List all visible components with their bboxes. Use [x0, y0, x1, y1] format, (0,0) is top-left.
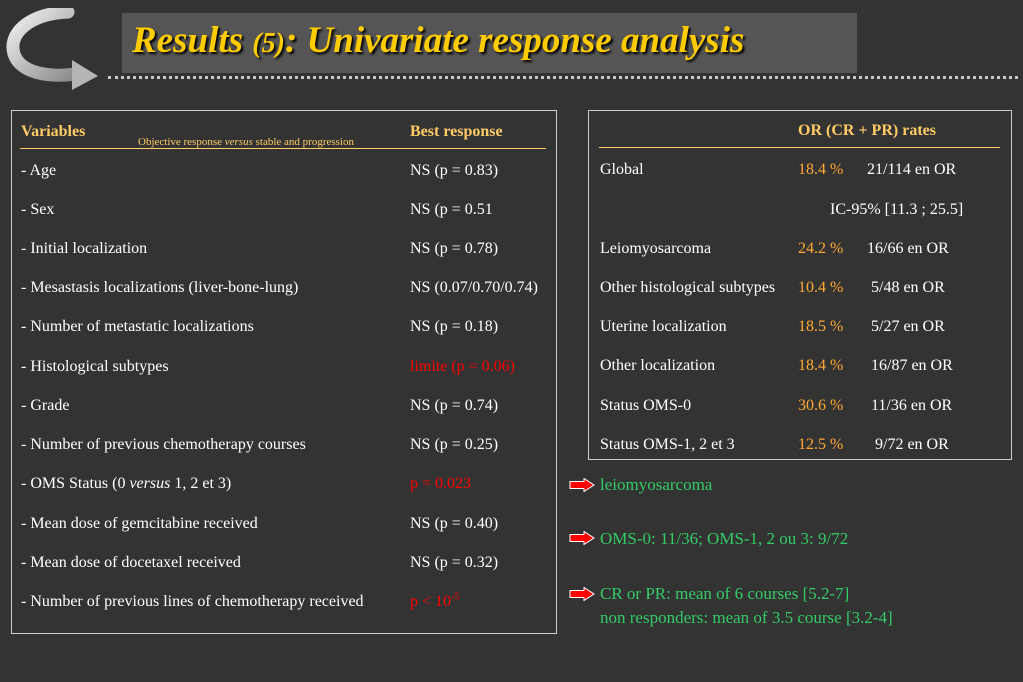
red-right-arrow-icon [569, 478, 595, 492]
red-right-arrow-icon [569, 531, 595, 545]
or-rate: 12.5 % [798, 436, 844, 453]
or-rate: 30.6 % [798, 397, 844, 414]
subgroup-label: Status OMS-0 [600, 397, 692, 414]
variable-label-pre: - OMS Status (0 [21, 475, 130, 492]
subgroup-label: Other localization [600, 357, 716, 374]
col-header-variables: Variables [21, 123, 86, 140]
variable-label: - Number of metastatic localizations [21, 318, 254, 335]
variable-label: - Grade [21, 397, 70, 414]
response-value: NS (p = 0.51 [410, 201, 493, 218]
subheader-pre: Objective response [138, 136, 225, 148]
subgroup-label: Status OMS-1, 2 et 3 [600, 436, 735, 453]
red-right-arrow-icon [569, 587, 595, 601]
variable-label: - OMS Status (0 versus 1, 2 et 3) [21, 475, 231, 493]
note-leiomyosarcoma: leiomyosarcoma [600, 475, 713, 494]
subheader-em: versus [224, 136, 253, 148]
response-value-highlight: p < 10-5 [410, 591, 460, 611]
or-rate: 10.4 % [798, 279, 844, 296]
variable-label: - Number of previous chemotherapy course… [21, 436, 306, 453]
subheader-post: stable and progression [252, 136, 354, 148]
variable-label: - Mean dose of gemcitabine received [21, 515, 258, 532]
note-oms-status: OMS-0: 11/36; OMS-1, 2 ou 3: 9/72 [600, 529, 849, 548]
response-value: NS (p = 0.78) [410, 240, 499, 257]
or-rate: 18.5 % [798, 318, 844, 335]
response-value-highlight: p = 0.023 [410, 475, 472, 492]
note-courses-non-responders: non responders: mean of 3.5 course [3.2-… [600, 608, 893, 627]
response-value: NS (p = 0.40) [410, 515, 499, 532]
or-count: 16/87 en OR [871, 357, 953, 374]
variable-label-post: 1, 2 et 3) [170, 475, 232, 492]
variable-label: - Mean dose of docetaxel received [21, 554, 241, 571]
header-rule [20, 148, 546, 149]
univariate-table: Variables Objective response versus stab… [11, 110, 557, 634]
col-header-best-response: Best response [410, 123, 503, 140]
variable-label-em: versus [129, 475, 171, 492]
subgroup-label: Other histological subtypes [600, 279, 776, 296]
p-value-base: p < 10 [410, 593, 452, 610]
response-value: NS (0.07/0.70/0.74) [410, 279, 538, 296]
response-value: NS (p = 0.32) [410, 554, 499, 571]
title-paren: (5) [252, 28, 285, 59]
title-post: : Univariate response analysis [284, 20, 745, 61]
note-courses-responders: CR or PR: mean of 6 courses [5.2-7] [600, 584, 850, 603]
confidence-interval: IC-95% [11.3 ; 25.5] [830, 201, 964, 218]
or-rate: 24.2 % [798, 240, 844, 257]
response-value: NS (p = 0.83) [410, 162, 499, 179]
title-box: Results (5): Univariate response analysi… [122, 13, 857, 73]
variable-label: - Sex [21, 201, 55, 218]
or-count: 16/66 en OR [867, 240, 949, 257]
subgroup-label: Leiomyosarcoma [600, 240, 712, 257]
response-value-highlight: limite (p = 0.06) [410, 358, 516, 375]
subgroup-label: Global [600, 161, 644, 178]
p-value-exponent: -5 [451, 591, 460, 603]
or-rate: 18.4 % [798, 357, 844, 374]
variable-label: - Number of previous lines of chemothera… [21, 593, 364, 610]
col-subheader: Objective response versus stable and pro… [138, 133, 354, 151]
or-count: 5/27 en OR [871, 318, 945, 335]
or-header-rule [599, 147, 1000, 148]
variable-label: - Initial localization [21, 240, 148, 257]
or-count: 9/72 en OR [875, 436, 949, 453]
slide-title: Results (5): Univariate response analysi… [132, 19, 744, 62]
response-value: NS (p = 0.18) [410, 318, 499, 335]
or-rate: 18.4 % [798, 161, 844, 178]
subgroup-label: Uterine localization [600, 318, 727, 335]
variable-label: - Age [21, 162, 57, 179]
or-count: 11/36 en OR [871, 397, 953, 414]
response-value: NS (p = 0.74) [410, 397, 499, 414]
variable-label: - Histological subtypes [21, 358, 169, 375]
or-rates-table: OR (CR + PR) rates Global 18.4 % 21/114 … [588, 110, 1012, 460]
or-count: 21/114 en OR [867, 161, 957, 178]
or-rates-header: OR (CR + PR) rates [798, 122, 936, 139]
response-value: NS (p = 0.25) [410, 436, 499, 453]
curved-arrow-icon [6, 8, 98, 90]
title-pre: Results [132, 20, 253, 61]
title-divider [108, 76, 1018, 79]
or-count: 5/48 en OR [871, 279, 945, 296]
variable-label: - Mesastasis localizations (liver-bone-l… [21, 279, 299, 296]
